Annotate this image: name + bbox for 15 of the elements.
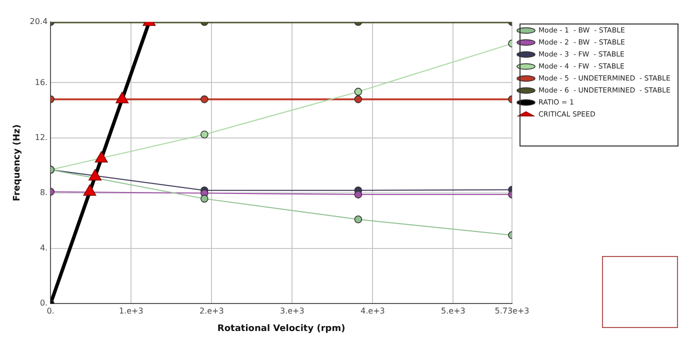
x-tick-label: 2.e+3 [199, 306, 224, 316]
x-tick-label: 5.73e+3 [494, 306, 530, 316]
x-tick-label: 0. [46, 306, 54, 316]
y-tick-label: 8. [40, 188, 48, 198]
y-tick-label: 0. [40, 298, 48, 308]
y-axis-title: Frequency (Hz) [12, 124, 23, 202]
y-tick-label: 12. [34, 133, 48, 142]
x-tick-label: 1.e+3 [118, 306, 144, 316]
x-tick-label: 3.e+3 [280, 306, 304, 316]
x-tick-label: 4.e+3 [360, 306, 385, 316]
y-tick-label: 16. [34, 78, 48, 87]
y-tick-label: 20.4 [30, 17, 48, 26]
x-tick-label: 5.e+3 [441, 306, 466, 316]
x-axis-title: Rotational Velocity (rpm) [217, 324, 346, 334]
y-tick-label: 4. [40, 243, 48, 252]
